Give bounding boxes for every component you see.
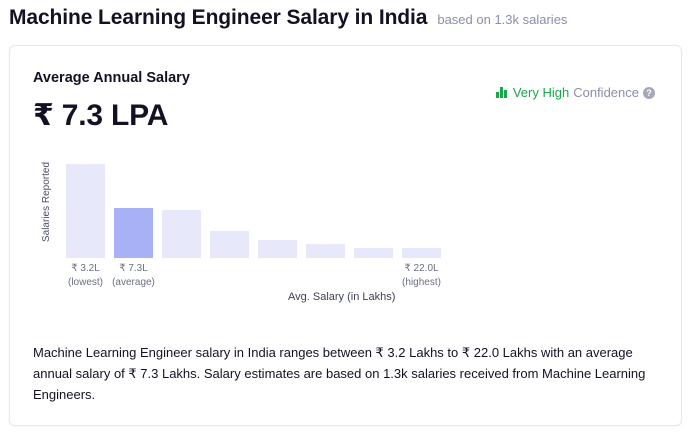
x-axis-label: Avg. Salary (in Lakhs)	[288, 291, 396, 303]
histogram-bar	[114, 208, 153, 258]
histogram-bar	[162, 210, 201, 258]
x-tick-label: ₹ 3.2L (lowest)	[62, 262, 109, 290]
salary-card: Average Annual Salary ₹ 7.3 LPA Very Hig…	[9, 45, 682, 426]
average-salary-value: ₹ 7.3 LPA	[33, 99, 169, 132]
confidence-level: Very High	[512, 85, 570, 100]
confidence-indicator: Very High Confidence ?	[495, 85, 655, 100]
tick-value: ₹ 7.3L	[119, 263, 148, 274]
average-salary-label: Average Annual Salary	[33, 70, 190, 86]
salary-distribution-chart	[66, 158, 446, 258]
tick-note: (average)	[112, 277, 155, 288]
tick-value: ₹ 3.2L	[71, 263, 100, 274]
help-icon[interactable]: ?	[643, 86, 655, 99]
histogram-bar	[306, 244, 345, 258]
tick-value: ₹ 22.0L	[404, 263, 439, 274]
salary-description: Machine Learning Engineer salary in Indi…	[33, 345, 646, 402]
histogram-bar	[258, 240, 297, 258]
bar-chart-icon	[495, 87, 509, 98]
page-title: Machine Learning Engineer Salary in Indi…	[9, 6, 428, 29]
y-axis-label: Salaries Reported	[41, 161, 52, 243]
x-tick-label: ₹ 22.0L (highest)	[398, 262, 445, 290]
salary-count-subtitle: based on 1.3k salaries	[437, 12, 568, 27]
histogram-bar	[402, 248, 441, 258]
confidence-label: Confidence	[573, 85, 639, 100]
histogram-bar	[66, 164, 105, 258]
page-header: Machine Learning Engineer Salary in Indi…	[9, 6, 567, 30]
histogram-bar	[210, 231, 249, 258]
x-tick-label: ₹ 7.3L (average)	[110, 262, 157, 290]
tick-note: (highest)	[402, 277, 441, 288]
tick-note: (lowest)	[67, 277, 103, 288]
histogram-bar	[354, 248, 393, 258]
